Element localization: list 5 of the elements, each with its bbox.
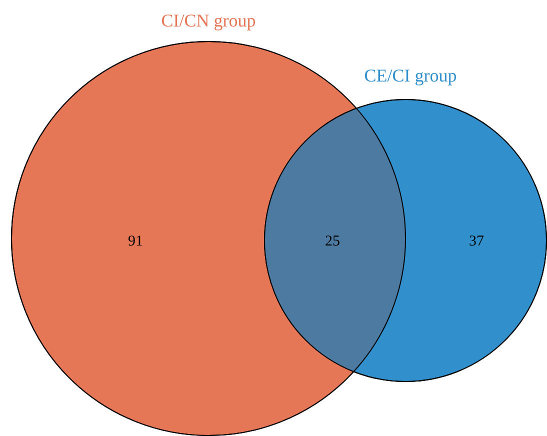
data-label: 25 xyxy=(325,234,340,250)
category-label: CI/CN group xyxy=(161,10,256,30)
category-label: CE/CI group xyxy=(364,66,457,86)
data-label: 91 xyxy=(128,234,143,250)
data-label: 37 xyxy=(469,234,484,250)
